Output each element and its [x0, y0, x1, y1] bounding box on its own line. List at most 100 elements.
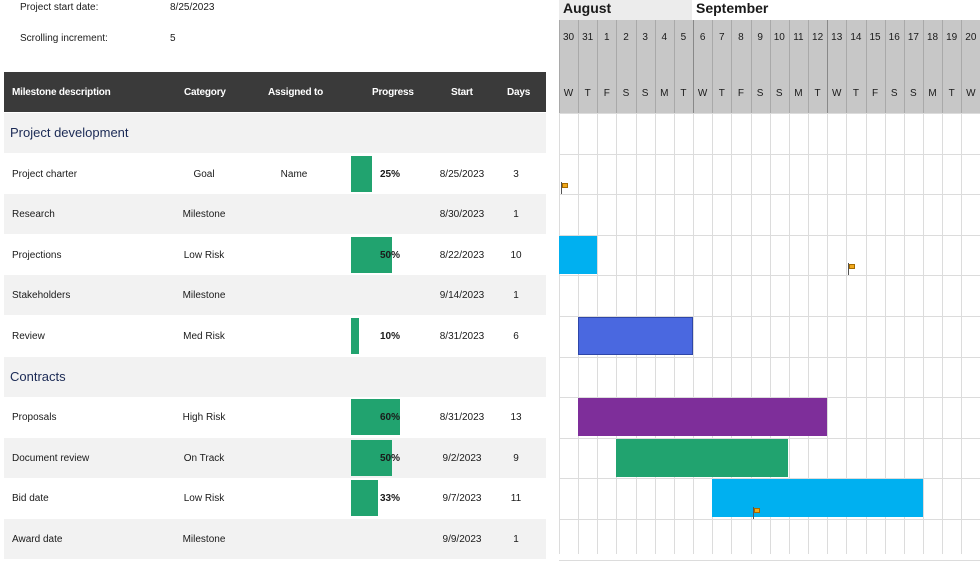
gantt-grid-hline — [559, 235, 980, 236]
table-row[interactable]: Document review On Track 50% 9/2/2023 9 — [4, 437, 546, 478]
gantt-grid-hline — [559, 194, 980, 195]
table-row[interactable]: Projections Low Risk 50% 8/22/2023 10 — [4, 235, 546, 275]
gantt-grid-vline — [712, 113, 713, 554]
progress-bar-fill — [351, 439, 392, 476]
gantt-grid-hline — [559, 357, 980, 358]
assigned-to-cell: Name — [280, 168, 308, 180]
flag-pole — [561, 182, 562, 194]
gantt-day-number: 19 — [946, 32, 958, 43]
gantt-grid-hline — [559, 275, 980, 276]
progress-value: 60% — [379, 412, 400, 424]
gantt-day-number: 30 — [562, 32, 575, 43]
table-row[interactable]: Award date Milestone 9/9/2023 1 — [4, 519, 546, 559]
header-milestone-description[interactable]: Milestone description — [12, 87, 111, 98]
scrolling-increment-value[interactable]: 5 — [170, 33, 176, 44]
table-row[interactable]: Review Med Risk 10% 8/31/2023 6 — [4, 316, 546, 356]
gantt-header-divider — [693, 20, 694, 113]
gantt-grid-vline — [751, 113, 752, 554]
flag-cloth — [562, 183, 568, 188]
gantt-grid-vline — [923, 113, 924, 554]
progress-bar-fill — [351, 236, 392, 273]
gantt-header-divider — [655, 20, 656, 113]
gantt-grid-vline — [904, 113, 905, 554]
gantt-weekday: T — [852, 88, 859, 99]
header-progress[interactable]: Progress — [372, 87, 414, 98]
gantt-task-bar[interactable] — [578, 317, 693, 355]
gantt-day-number: 10 — [773, 32, 785, 43]
progress-value: 25% — [379, 168, 400, 180]
gantt-grid-vline — [731, 113, 732, 554]
start-date-cell: 8/31/2023 — [439, 331, 485, 342]
gantt-grid-hline — [559, 478, 980, 479]
start-date-cell: 9/9/2023 — [442, 534, 482, 545]
gantt-grid-vline — [846, 113, 847, 554]
header-category[interactable]: Category — [184, 87, 226, 98]
gantt-weekday: S — [910, 88, 917, 99]
milestone-description: Document review — [12, 452, 90, 464]
flag-pole — [848, 263, 849, 275]
gantt-header-divider — [674, 20, 675, 113]
category-cell: Goal — [193, 168, 215, 180]
table-row[interactable]: Project charter Goal Name 25% 8/25/2023 3 — [4, 154, 546, 194]
gantt-grid-hline — [559, 316, 980, 317]
gantt-task-bar[interactable] — [616, 439, 788, 477]
progress-value: 50% — [379, 249, 400, 261]
days-cell: 1 — [513, 534, 519, 545]
gantt-task-bar[interactable] — [712, 479, 923, 517]
milestone-description: Bid date — [12, 493, 49, 505]
start-date-cell: 8/31/2023 — [439, 412, 485, 424]
month-label-august: August — [559, 0, 692, 20]
gantt-task-bar[interactable] — [559, 236, 597, 274]
gantt-day-number: 6 — [699, 32, 706, 43]
table-row[interactable]: Proposals High Risk 60% 8/31/2023 13 — [4, 397, 546, 437]
start-date-cell: 8/22/2023 — [439, 249, 485, 261]
gantt-header-divider — [942, 20, 943, 113]
header-assigned-to[interactable]: Assigned to — [268, 87, 324, 98]
milestone-description: Project charter — [12, 168, 78, 180]
table-row[interactable]: Bid date Low Risk 33% 9/7/2023 11 — [4, 478, 546, 518]
gantt-weekday: W — [832, 88, 842, 99]
category-cell: Low Risk — [183, 249, 225, 261]
flag-pole — [753, 507, 754, 519]
gantt-grid-vline — [827, 113, 828, 554]
gantt-weekday: T — [814, 88, 821, 99]
gantt-grid-vline — [866, 113, 867, 554]
gantt-header-divider — [616, 20, 617, 113]
table-header: Milestone description Category Assigned … — [4, 72, 546, 112]
gantt-grid-vline — [942, 113, 943, 554]
group-header-row: Contracts — [4, 356, 546, 397]
project-start-label: Project start date: — [20, 2, 99, 13]
gantt-header-divider — [904, 20, 905, 113]
days-cell: 11 — [510, 493, 522, 505]
gantt-grid-hline — [559, 519, 980, 520]
start-date-cell: 8/30/2023 — [439, 209, 485, 221]
gantt-header-divider — [751, 20, 752, 113]
gantt-grid-hline — [559, 397, 980, 398]
group-header-row: Project development — [4, 113, 546, 153]
gantt-weekday: W — [563, 88, 574, 99]
gantt-day-number: 9 — [757, 32, 763, 43]
gantt-header-divider — [846, 20, 847, 113]
table-row[interactable]: Research Milestone 8/30/2023 1 — [4, 194, 546, 235]
gantt-task-bar[interactable] — [578, 398, 827, 436]
table-row[interactable]: Stakeholders Milestone 9/14/2023 1 — [4, 275, 546, 316]
days-cell: 3 — [513, 168, 519, 180]
gantt-grid-hline — [559, 438, 980, 439]
gantt-day-number: 17 — [907, 32, 919, 43]
gantt-grid-vline — [770, 113, 771, 554]
gantt-day-number: 12 — [812, 32, 824, 43]
gantt-day-number: 3 — [642, 32, 648, 43]
gantt-header-divider — [961, 20, 962, 113]
gantt-day-number: 4 — [661, 32, 668, 43]
gantt-weekday: S — [622, 88, 630, 99]
gantt-grid-vline — [789, 113, 790, 554]
gantt-day-number: 20 — [965, 32, 977, 43]
gantt-header-divider — [866, 20, 867, 113]
header-days[interactable]: Days — [507, 87, 531, 98]
project-start-value[interactable]: 8/25/2023 — [170, 2, 215, 13]
header-start[interactable]: Start — [451, 87, 473, 98]
gantt-day-number: 13 — [831, 32, 843, 43]
milestone-flag-icon — [752, 507, 762, 519]
milestone-description: Research — [12, 209, 55, 221]
